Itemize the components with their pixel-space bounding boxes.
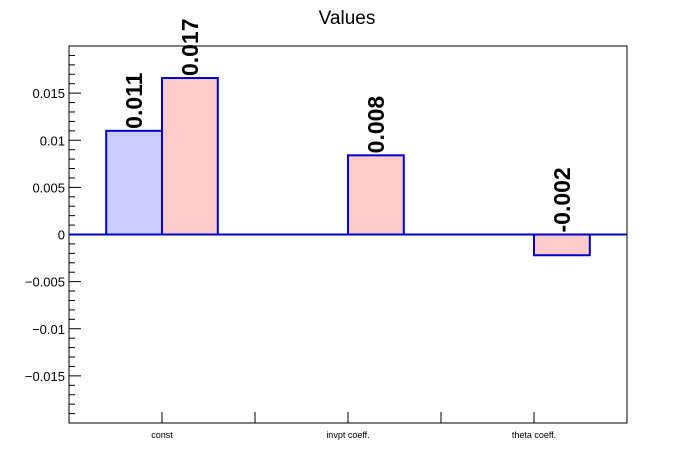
- chart-title: Values: [319, 8, 376, 29]
- x-category-label: invpt coeff.: [326, 430, 369, 440]
- plot-area: −0.015 −0.01 −0.005 0 0.005 0.01 0.015 const inv…: [25, 18, 628, 440]
- bar-data-label: 0.011: [121, 72, 147, 128]
- y-tick-label: 0.005: [32, 180, 65, 195]
- bar: [347, 154, 405, 236]
- x-category-label: const: [151, 430, 173, 440]
- bar-data-label: -0.002: [549, 167, 575, 232]
- bar-data-label: 0.008: [363, 96, 389, 154]
- y-tick-label: −0.015: [25, 369, 65, 384]
- y-tick-label: −0.005: [25, 275, 65, 290]
- y-tick-label: 0.01: [40, 133, 65, 148]
- y-tick-label: −0.01: [32, 322, 65, 337]
- x-category-label: theta coeff.: [512, 430, 556, 440]
- y-tick-label: 0: [58, 228, 65, 243]
- bar: [533, 233, 591, 257]
- bar-data-label: 0.017: [177, 18, 203, 76]
- y-tick-label: 0.015: [32, 86, 65, 101]
- bar: [161, 77, 219, 236]
- bar: [105, 129, 163, 236]
